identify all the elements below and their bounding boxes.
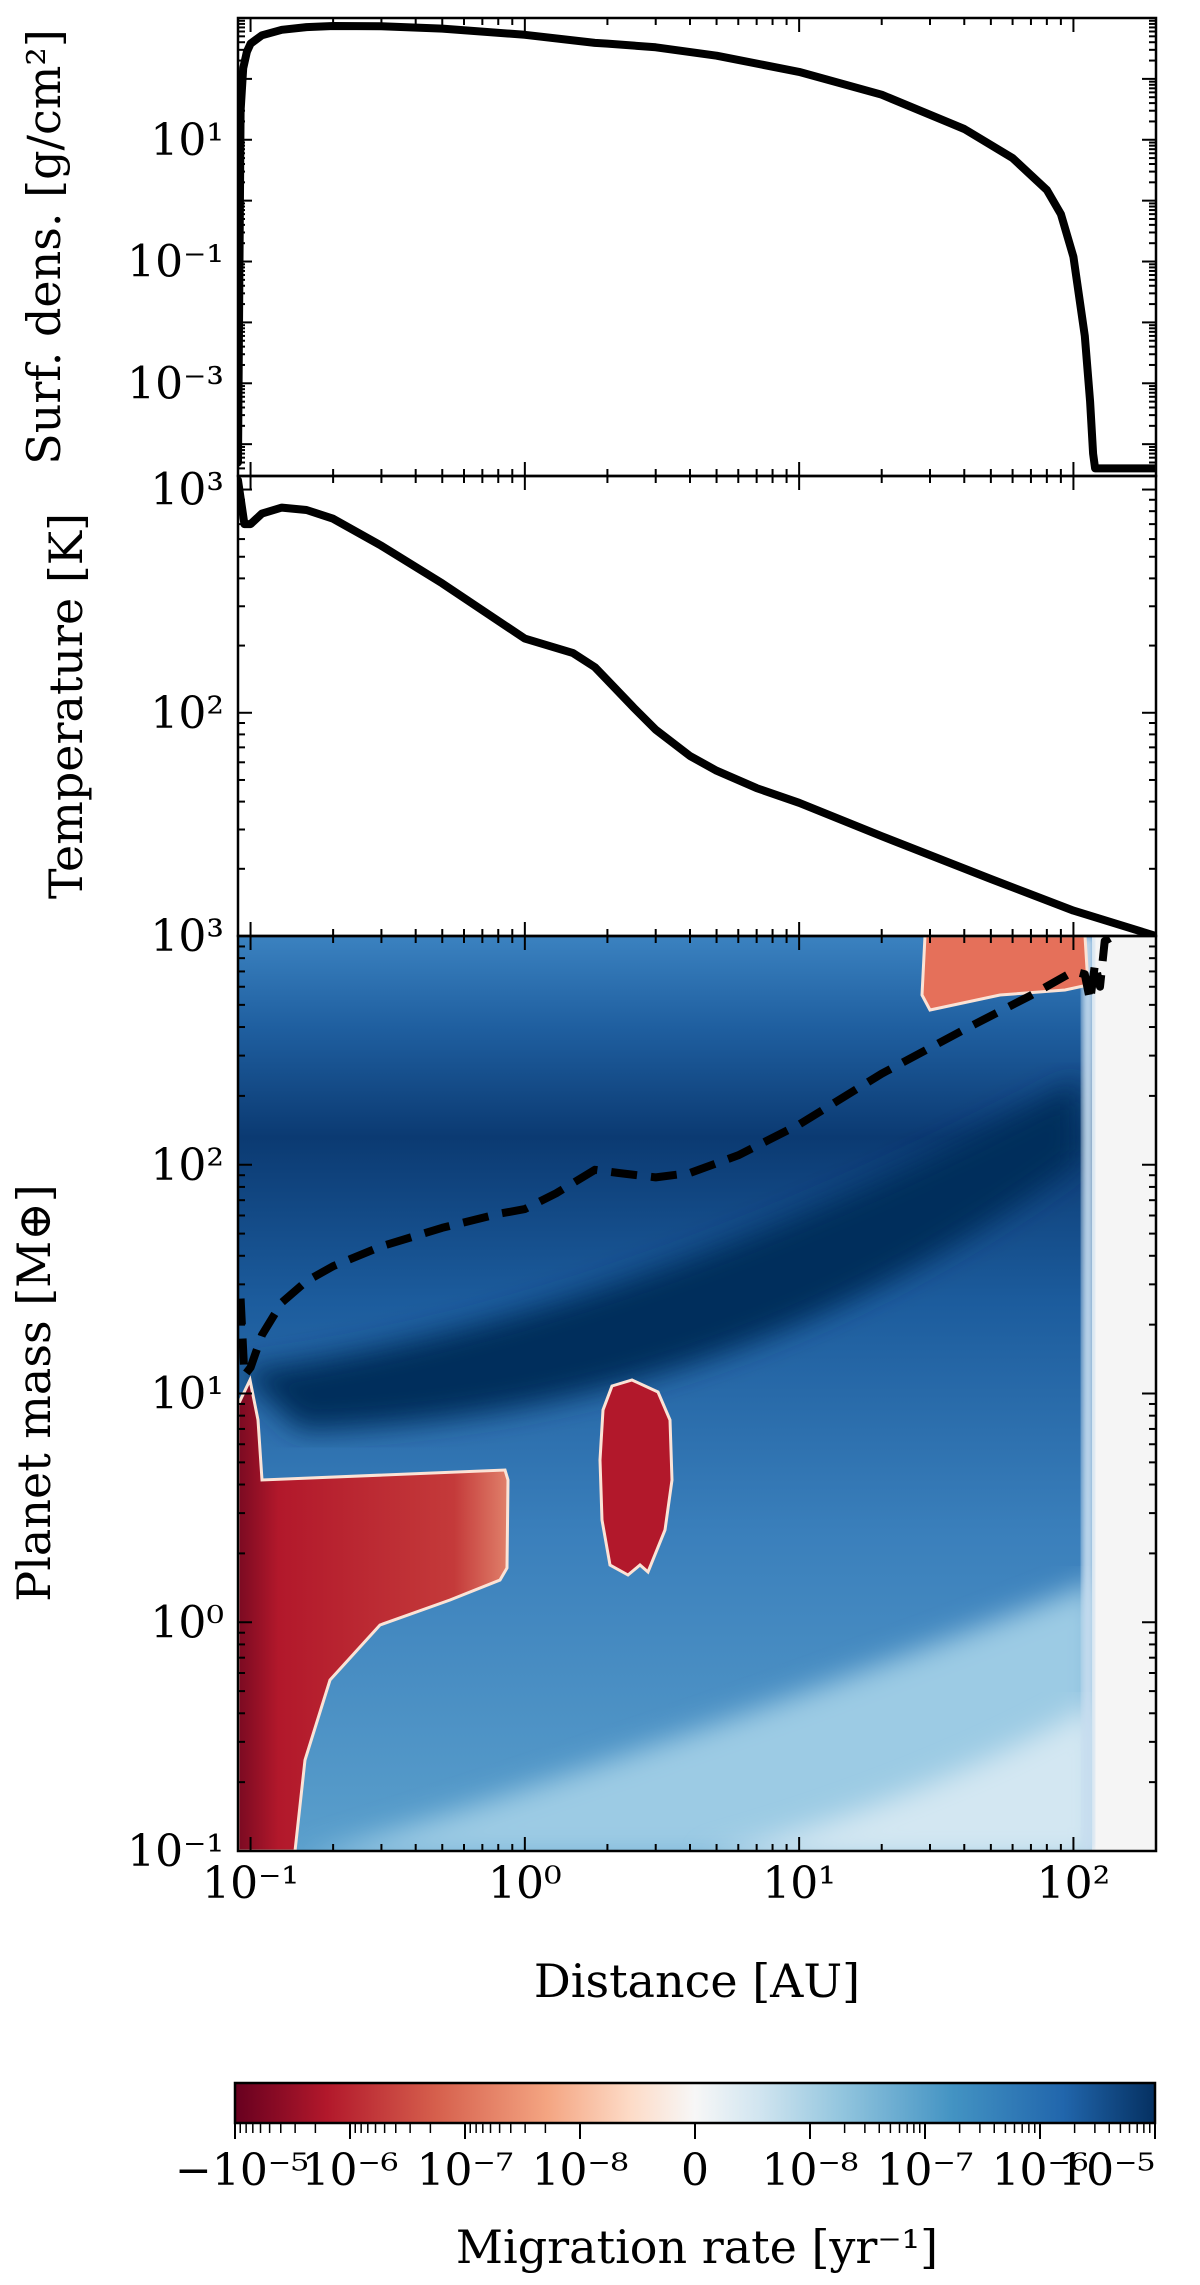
colorbar-label: Migration rate [yr⁻¹]	[456, 2220, 938, 2274]
heatmap-lighter-region	[732, 1700, 1100, 1851]
planet-mass-ylabel: Planet mass [M⊕]	[7, 1184, 61, 1601]
colorbar-ticks	[234, 2123, 1156, 2139]
colorbar-tick-label: 0	[681, 2145, 709, 2196]
y-tick-label: 10⁻³	[127, 358, 224, 409]
gap-opening-curve	[238, 936, 1116, 1380]
heatmap-edge-strip	[1082, 936, 1094, 1851]
outward-region-outer	[920, 936, 1090, 1012]
y-tick-label: 10¹	[150, 115, 224, 166]
x-tick-label: 10²	[1037, 1858, 1111, 1909]
colorbar-tick-label: 10⁻⁷	[877, 2145, 974, 2196]
y-tick-label: 10⁰	[150, 1597, 224, 1648]
x-tick-label: 10⁻¹	[202, 1858, 299, 1909]
colorbar-tick-label: 10⁻⁸	[532, 2145, 629, 2196]
x-tick-label: 10¹	[762, 1858, 836, 1909]
temperature-ylabel: Temperature [K]	[39, 513, 93, 899]
distance-xlabel: Distance [AU]	[534, 1954, 860, 2008]
colorbar	[233, 2081, 1157, 2125]
x-tick-label: 10⁰	[488, 1858, 562, 1909]
outward-region-inner	[238, 1375, 510, 1851]
colorbar-tick-label: 10⁻⁶	[992, 2145, 1089, 2196]
y-tick-label: 10³	[150, 465, 224, 516]
y-tick-label: 10⁻¹	[127, 237, 224, 288]
y-tick-label: 10²	[150, 1140, 224, 1191]
surface-density-curve	[238, 22, 1156, 473]
y-tick-label: 10⁻¹	[127, 1826, 224, 1877]
colorbar-tick-label: 10⁻⁷	[417, 2145, 514, 2196]
y-tick-label: 10³	[150, 911, 224, 962]
outward-region-island	[598, 1378, 674, 1577]
migration-heatmap	[238, 936, 1156, 1851]
y-tick-label: 10¹	[150, 1369, 224, 1420]
axis-ticks	[237, 17, 1157, 1852]
colorbar-tick-label: 10⁻⁵	[1058, 2145, 1155, 2196]
y-tick-label: 10²	[150, 688, 224, 739]
colorbar-tick-label: 10⁻⁶	[302, 2145, 399, 2196]
heatmap-light-region	[329, 1580, 1100, 1851]
colorbar-tick-label: 10⁻⁸	[762, 2145, 859, 2196]
colorbar-tick-label: −10⁻⁵	[175, 2145, 309, 2196]
heatmap-dark-band	[238, 1080, 1080, 1430]
temperature-curve	[238, 476, 1156, 936]
colorbar-tick-labels: −10⁻⁵10⁻⁶ 10⁻⁷ 10⁻⁸ 0 10⁻⁸ 10⁻⁷ 10⁻⁶10⁻⁵	[175, 2145, 1155, 2196]
surface-density-ylabel: Surf. dens. [g/cm²]	[17, 29, 71, 465]
surface-density-frame	[236, 16, 1158, 478]
